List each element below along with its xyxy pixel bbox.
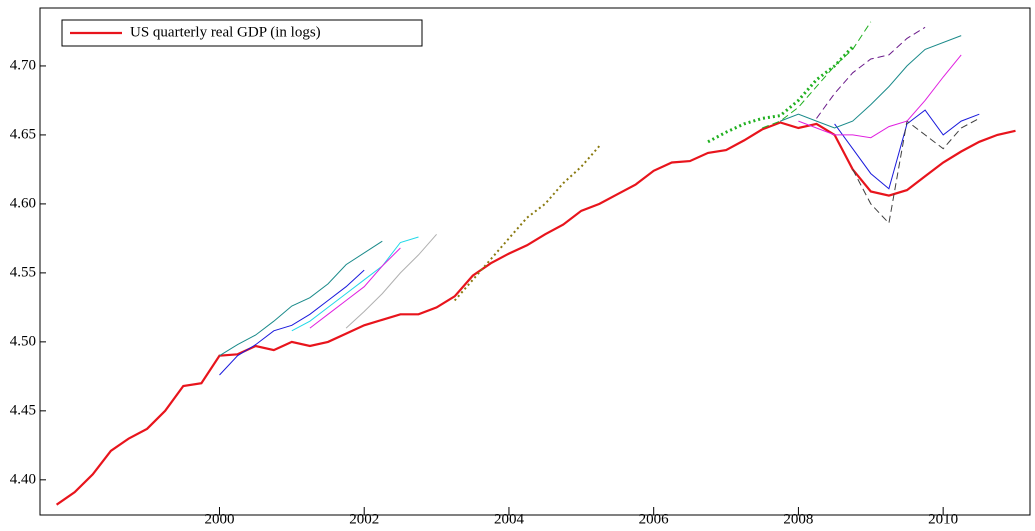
y-tick-label: 4.40 (10, 471, 36, 487)
x-tick-label: 2000 (204, 511, 234, 526)
series-line (309, 247, 401, 329)
series-line (762, 21, 872, 129)
y-tick-label: 4.65 (10, 126, 36, 142)
x-tick-label: 2004 (494, 511, 525, 526)
legend-label: US quarterly real GDP (in logs) (130, 24, 321, 40)
y-tick-label: 4.50 (10, 333, 36, 349)
y-tick-label: 4.70 (10, 57, 36, 73)
y-tick-label: 4.45 (10, 402, 36, 418)
y-tick-label: 4.60 (10, 195, 36, 211)
series-line (291, 236, 419, 332)
y-tick-label: 4.55 (10, 264, 36, 280)
series-line (816, 26, 926, 119)
x-tick-label: 2010 (928, 511, 958, 526)
series-line (453, 145, 601, 302)
series-line (55, 121, 1016, 506)
x-tick-label: 2008 (783, 511, 813, 526)
series-line (707, 45, 854, 144)
x-tick-label: 2002 (349, 511, 379, 526)
series-line (219, 240, 383, 357)
series-line (345, 233, 437, 329)
series-line (798, 54, 962, 139)
x-tick-label: 2006 (639, 511, 670, 526)
plot-frame (39, 7, 1031, 516)
series-line (219, 269, 365, 376)
series-line (780, 35, 962, 129)
series-line (852, 117, 980, 225)
